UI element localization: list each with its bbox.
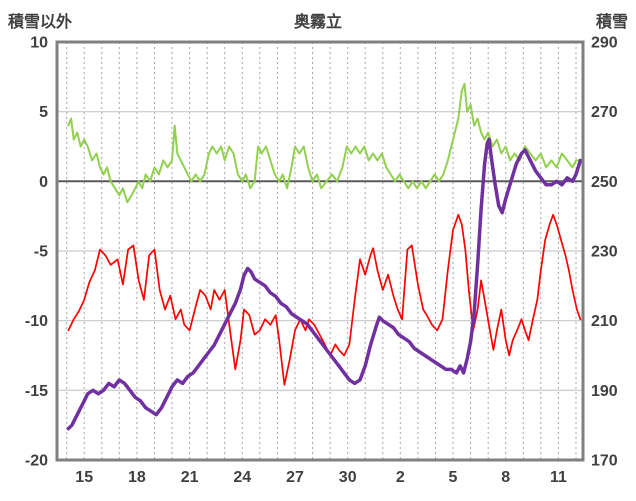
right-axis-tick-label: 270 xyxy=(591,104,618,121)
red-series-line xyxy=(67,213,582,386)
left-axis-tick-label: -10 xyxy=(25,313,48,330)
x-axis-tick-label: 2 xyxy=(396,469,405,486)
plot-border xyxy=(55,40,585,462)
left-axis-tick-label: -15 xyxy=(25,383,48,400)
left-axis-tick-label: 0 xyxy=(39,174,48,191)
left-axis-tick-label: -5 xyxy=(34,244,48,261)
x-axis-tick-label: 8 xyxy=(501,469,510,486)
left-axis-tick-label: 5 xyxy=(39,104,48,121)
x-axis-tick-label: 15 xyxy=(75,469,93,486)
green-series-line xyxy=(67,82,582,204)
x-axis-tick-label: 27 xyxy=(286,469,304,486)
x-axis-tick-label: 5 xyxy=(449,469,458,486)
left-axis-tick-label: -20 xyxy=(25,453,48,470)
x-axis-tick-label: 24 xyxy=(233,469,251,486)
left-axis-title: 積雪以外 xyxy=(8,14,73,31)
right-axis-tick-label: 290 xyxy=(591,35,618,52)
right-axis-tick-label: 170 xyxy=(591,453,618,470)
x-axis-tick-label: 11 xyxy=(550,469,567,486)
right-axis-tick-label: 250 xyxy=(591,174,618,191)
chart-title: 奥霧立 xyxy=(293,14,342,31)
x-axis-tick-label: 30 xyxy=(339,469,357,486)
right-axis-title: 積雪 xyxy=(595,14,628,31)
right-axis-tick-label: 230 xyxy=(591,244,618,261)
x-axis-tick-label: 21 xyxy=(181,469,199,486)
right-axis-tick-label: 210 xyxy=(591,313,618,330)
left-axis-tick-label: 10 xyxy=(30,35,48,52)
x-axis-tick-label: 18 xyxy=(128,469,146,486)
right-axis-tick-label: 190 xyxy=(591,383,618,400)
purple-series-line xyxy=(66,137,583,431)
